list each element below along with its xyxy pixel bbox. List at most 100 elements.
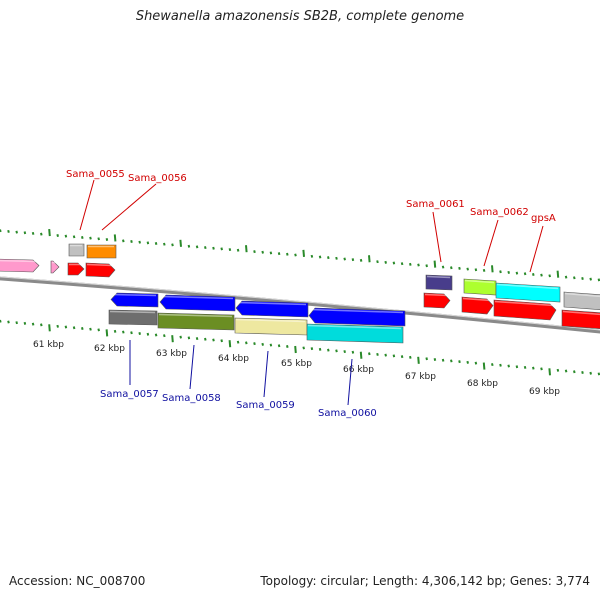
gene-label-leader: [529, 225, 544, 273]
tick-mark-inner: [318, 347, 322, 351]
tick-mark-inner: [589, 371, 592, 375]
feature-highlight: [424, 293, 449, 297]
tick-mark-outer: [450, 266, 453, 270]
tick-mark-inner: [335, 349, 338, 353]
tick-mark-inner: [269, 343, 273, 347]
tick-mark-inner: [384, 353, 387, 357]
tick-mark-outer: [15, 230, 18, 234]
tick-mark-outer: [220, 247, 223, 251]
tick-mark-outer: [499, 270, 502, 274]
tick-mark-inner: [417, 356, 420, 364]
gene-label-leader: [347, 358, 353, 406]
tick-mark-outer: [245, 245, 248, 253]
tick-mark-outer: [0, 229, 2, 233]
tick-mark-inner: [23, 321, 27, 325]
cds-reverse: [159, 294, 236, 312]
tick-label: 62 kbp: [94, 344, 125, 354]
tick-mark-outer: [81, 235, 84, 239]
feature-highlight: [562, 310, 600, 316]
gene-label: Sama_0057: [100, 389, 159, 400]
tick-mark-inner: [368, 352, 371, 356]
tick-mark-inner: [56, 324, 59, 328]
tick-mark-inner: [220, 339, 223, 343]
tick-mark-outer: [56, 233, 59, 237]
tick-mark-inner: [154, 333, 158, 337]
cds-forward: [67, 262, 85, 276]
gene-label-leader: [432, 211, 442, 263]
tick-mark-inner: [15, 321, 18, 325]
tick-mark-outer: [491, 265, 494, 273]
feature-highlight: [160, 295, 234, 300]
tick-mark-outer: [7, 229, 10, 233]
tick-mark-inner: [163, 334, 166, 338]
grey-feature: [68, 243, 85, 257]
tick-mark-inner: [113, 329, 117, 333]
tick-mark-inner: [277, 344, 281, 348]
feature-highlight: [309, 308, 404, 314]
tick-mark-inner: [441, 358, 445, 362]
feature-highlight: [307, 324, 402, 330]
tick-mark-inner: [392, 354, 396, 358]
tick-mark-outer: [368, 255, 371, 263]
tick-mark-outer: [425, 264, 428, 268]
tick-mark-inner: [204, 337, 207, 341]
feature-highlight: [464, 279, 495, 284]
tick-mark-inner: [48, 324, 51, 332]
tick-mark-outer: [286, 252, 289, 256]
tick-mark-outer: [417, 263, 420, 267]
feature-highlight: [109, 310, 156, 314]
gene-label: Sama_0058: [162, 393, 221, 404]
cds-forward: [461, 296, 494, 315]
olive-feature: [157, 312, 235, 331]
tick-mark-inner: [212, 338, 215, 342]
tick-track: 61 kbp 62 kbp 63 kbp 64 kbp 65 kbp 66 kbp 67 k…: [0, 228, 600, 397]
tick-mark-inner: [253, 342, 256, 346]
gene-label: Sama_0059: [236, 400, 295, 411]
tick-mark-inner: [179, 335, 182, 339]
tick-mark-inner: [130, 331, 133, 335]
gene-label-leader: [79, 179, 95, 231]
tick-mark-inner: [548, 368, 551, 376]
tick-label: 68 kbp: [467, 379, 498, 389]
map-title: Shewanella amazonensis SB2B, complete ge…: [135, 9, 465, 24]
tick-mark-outer: [97, 237, 100, 241]
tick-mark-inner: [7, 320, 10, 324]
tick-mark-inner: [450, 359, 453, 363]
orange-feature: [86, 244, 117, 259]
tick-mark-inner: [261, 342, 264, 346]
tick-mark-outer: [318, 255, 322, 259]
tick-mark-outer: [269, 251, 273, 255]
tick-mark-inner: [0, 319, 2, 323]
tick-mark-inner: [138, 332, 141, 336]
tick-mark-outer: [441, 265, 445, 269]
cds-forward: [85, 262, 116, 278]
tick-mark-outer: [105, 238, 109, 241]
tick-mark-outer: [581, 277, 584, 280]
tick-mark-inner: [540, 367, 543, 371]
grey-feature: [563, 291, 600, 311]
pink-feature: [0, 258, 40, 273]
tick-mark-outer: [138, 240, 141, 244]
tick-mark-outer: [523, 272, 527, 276]
tick-label: 66 kbp: [343, 365, 374, 375]
feature-highlight: [0, 259, 38, 263]
tick-mark-outer: [40, 232, 43, 236]
tick-mark-outer: [474, 268, 478, 272]
tick-mark-outer: [236, 248, 240, 252]
tick-mark-outer: [302, 249, 305, 257]
gene-label: Sama_0062: [470, 207, 529, 218]
tick-mark-inner: [89, 327, 92, 331]
tick-mark-inner: [187, 336, 191, 340]
tick-mark-outer: [212, 246, 215, 250]
tick-mark-outer: [564, 275, 568, 279]
tick-mark-inner: [400, 355, 404, 359]
tick-mark-outer: [515, 271, 519, 275]
tick-mark-inner: [409, 355, 412, 359]
tick-mark-outer: [187, 244, 191, 248]
tick-mark-outer: [163, 242, 166, 246]
tick-mark-inner: [122, 330, 125, 334]
tick-mark-outer: [482, 268, 486, 272]
tick-mark-outer: [122, 239, 125, 243]
tick-mark-outer: [261, 250, 264, 254]
